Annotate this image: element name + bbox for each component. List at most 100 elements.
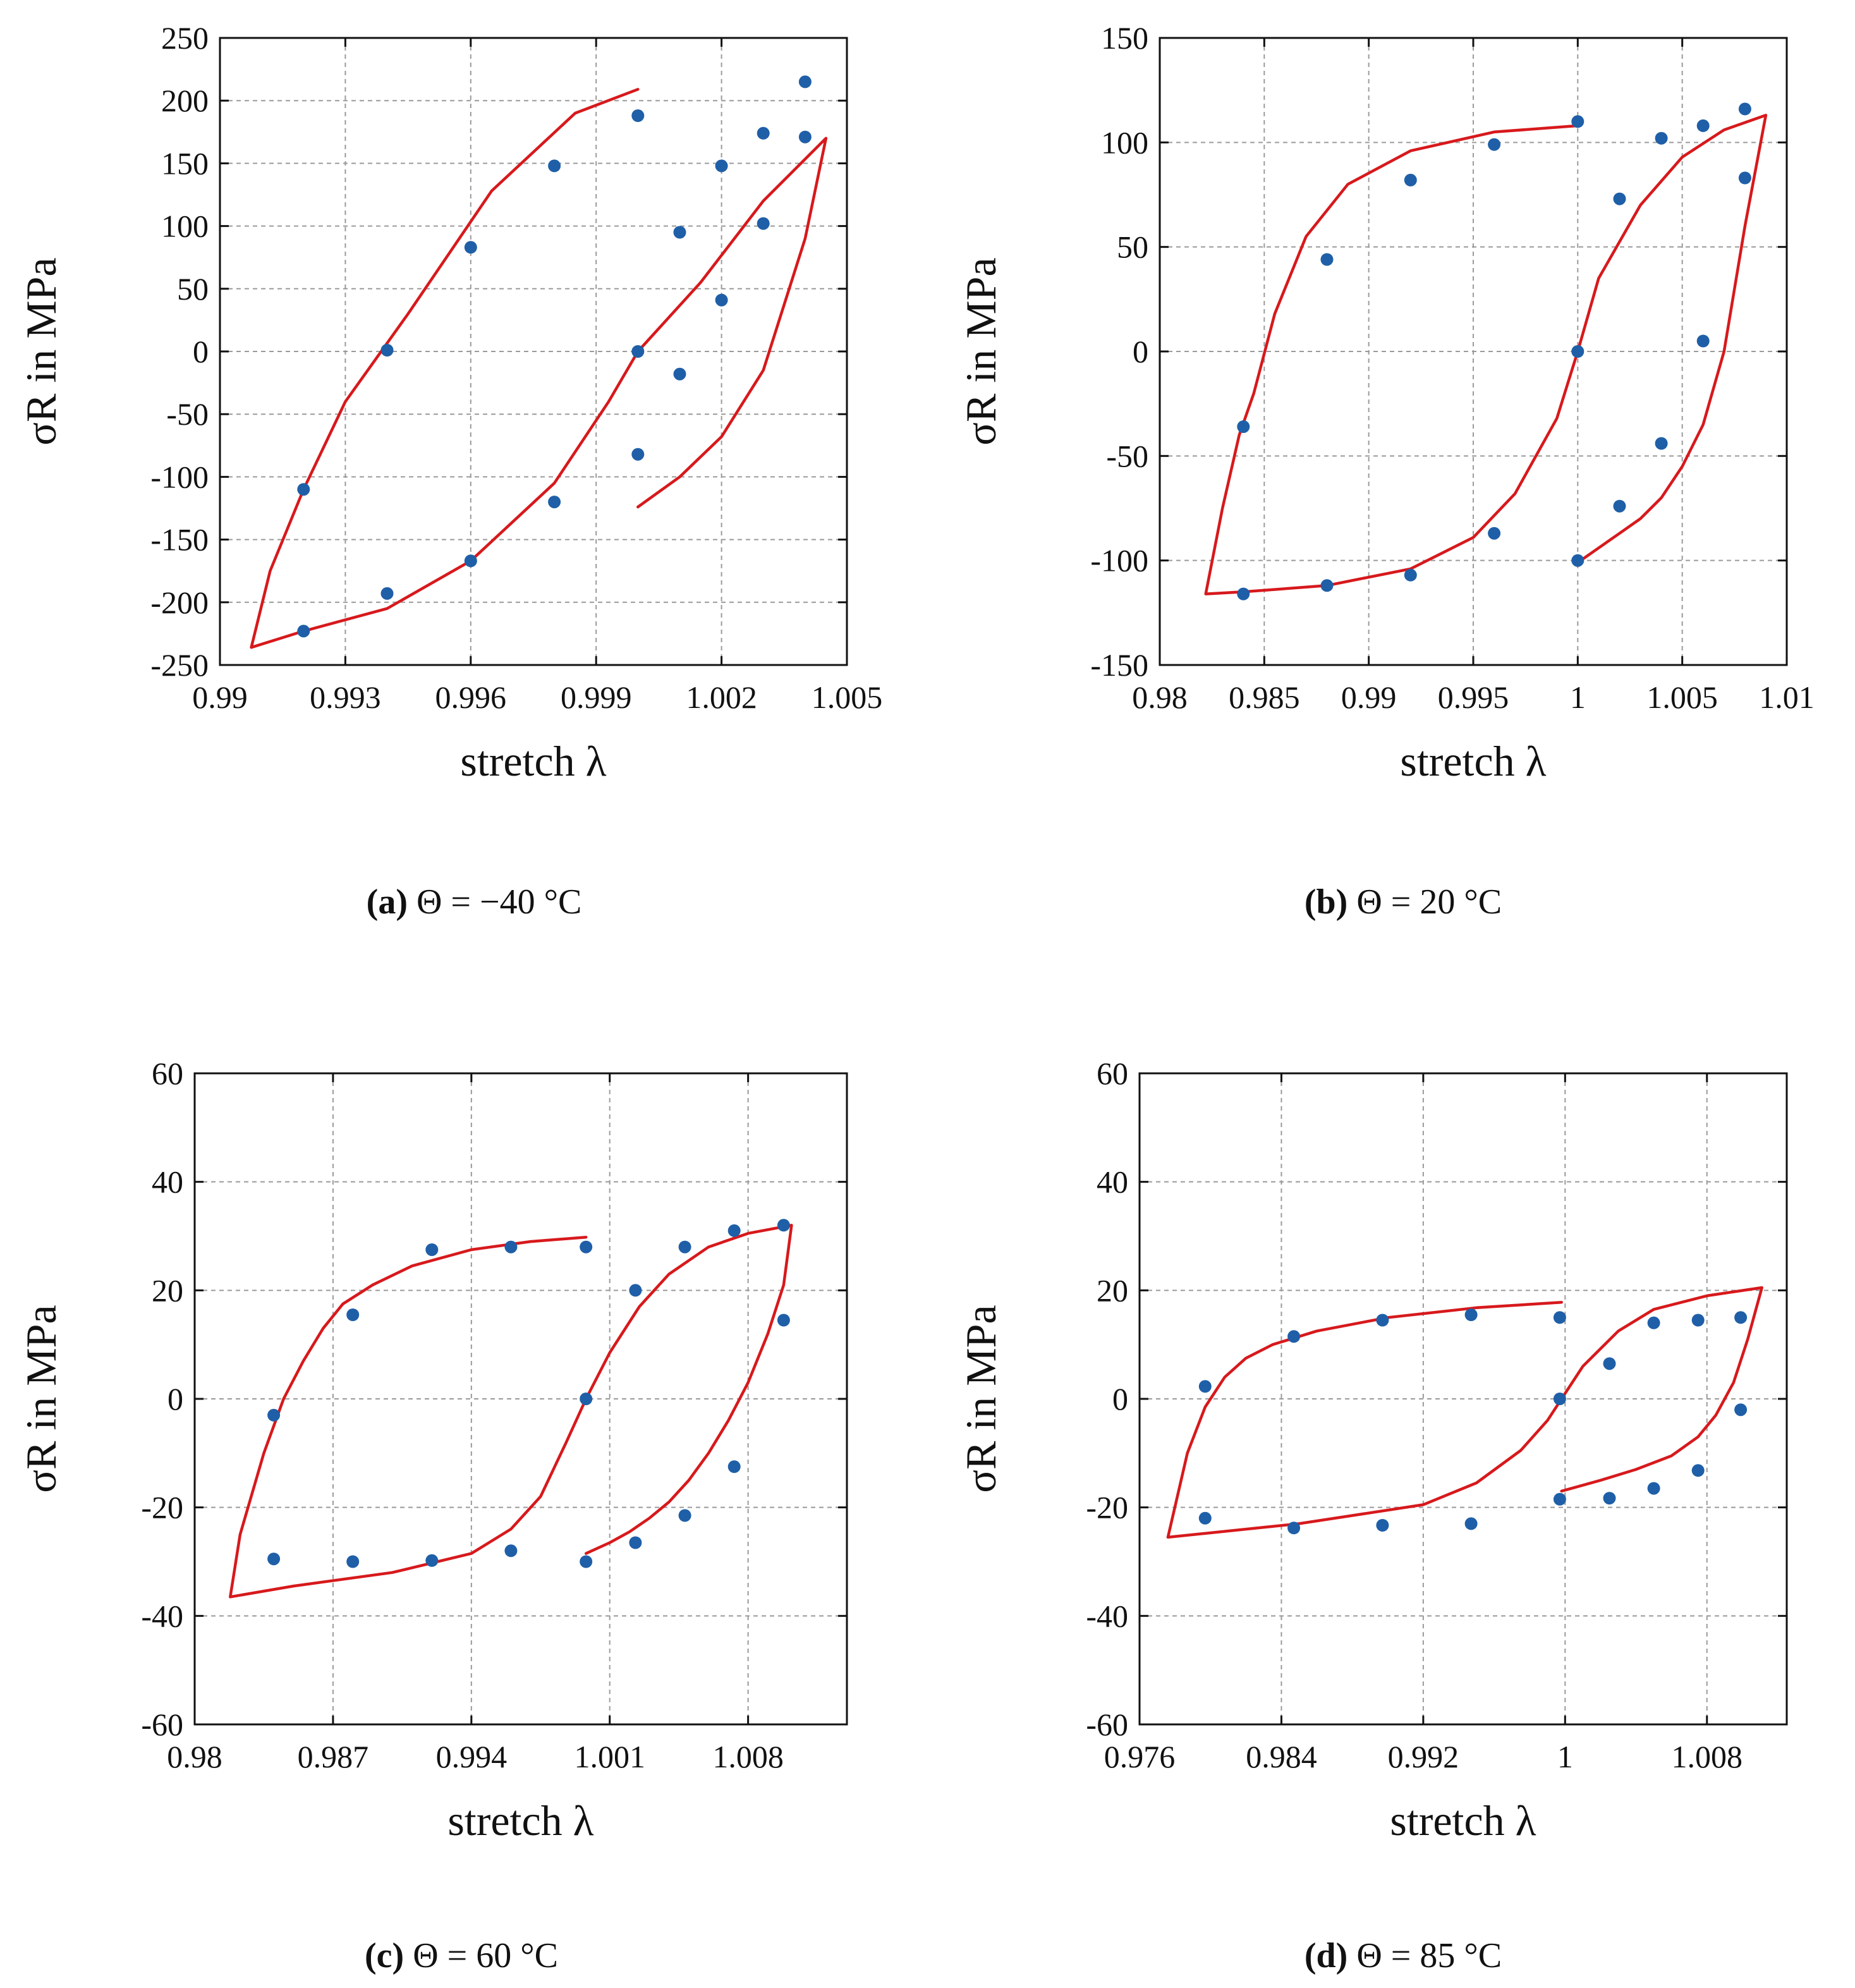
data-point	[380, 344, 394, 357]
data-point	[1320, 579, 1334, 592]
data-point	[267, 1552, 281, 1566]
model-curve	[1166, 1286, 1763, 1539]
data-point	[673, 226, 686, 239]
data-point	[1738, 171, 1751, 185]
data-point	[580, 1240, 593, 1253]
x-axis-label: stretch λ	[447, 1796, 593, 1845]
data-point	[678, 1240, 691, 1253]
y-tick-label: -20	[141, 1490, 183, 1525]
y-tick-label: 60	[1097, 1056, 1128, 1091]
data-point	[297, 483, 310, 496]
y-tick-label: -250	[150, 647, 209, 683]
y-axis-label: σR in MPa	[957, 257, 1005, 445]
caption-condition: Θ = 85 °C	[1347, 1936, 1502, 1975]
x-axis-label: stretch λ	[1400, 737, 1546, 785]
data-point	[1734, 1403, 1748, 1417]
x-tick-label: 0.976	[1104, 1739, 1176, 1774]
data-point	[1571, 554, 1584, 567]
caption-label: (b)	[1305, 882, 1347, 922]
y-tick-label: -50	[166, 396, 209, 432]
x-tick-label: 0.994	[436, 1739, 508, 1774]
data-point	[1287, 1521, 1301, 1535]
y-tick-label: 250	[161, 20, 209, 56]
model-curve	[1204, 114, 1768, 595]
data-point	[580, 1555, 593, 1568]
data-point	[425, 1554, 439, 1567]
data-point	[1647, 1316, 1660, 1329]
y-axis-label: σR in MPa	[17, 257, 65, 445]
data-point	[346, 1308, 360, 1321]
y-tick-label: -100	[1090, 543, 1148, 578]
data-point	[548, 496, 561, 509]
data-point	[1464, 1308, 1478, 1321]
data-point	[504, 1240, 518, 1253]
experiment-points	[297, 75, 812, 638]
data-point	[1376, 1314, 1389, 1327]
y-tick-label: 0	[1112, 1381, 1128, 1417]
data-point	[629, 1284, 642, 1297]
data-point	[1603, 1357, 1616, 1370]
y-tick-label: 20	[152, 1272, 183, 1308]
data-point	[1237, 420, 1250, 433]
y-axis-label: σR in MPa	[17, 1305, 65, 1492]
data-point	[798, 130, 812, 143]
caption-condition: Θ = −40 °C	[408, 882, 581, 922]
data-point	[727, 1224, 741, 1237]
data-point	[1404, 173, 1417, 186]
x-tick-label: 1.008	[1672, 1739, 1743, 1774]
chart-a: 0.99 0.993 0.996 0.999 1.002 1.005 -250 -200 -15…	[17, 20, 882, 922]
y-tick-label: 0	[167, 1381, 183, 1417]
data-point	[464, 554, 477, 568]
y-tick-label: 150	[161, 145, 209, 181]
gridlines	[1160, 38, 1787, 665]
data-point	[1571, 345, 1584, 358]
data-point	[1696, 334, 1710, 348]
data-point	[380, 587, 394, 600]
data-point	[1613, 192, 1626, 205]
x-tick-label: 0.984	[1246, 1739, 1317, 1774]
y-tick-label: 20	[1097, 1272, 1128, 1308]
data-point	[1553, 1393, 1566, 1405]
caption-condition: Θ = 60 °C	[404, 1936, 558, 1975]
y-tick-label: 0	[193, 334, 209, 369]
model-curve	[250, 88, 828, 649]
data-point	[715, 159, 728, 173]
y-tick-label: -20	[1086, 1490, 1128, 1525]
data-point	[1488, 527, 1501, 540]
x-tick-label: 0.98	[167, 1739, 222, 1774]
data-point	[504, 1544, 518, 1558]
data-point	[673, 367, 686, 381]
data-point	[580, 1393, 593, 1405]
data-point	[678, 1509, 691, 1522]
caption-condition: Θ = 20 °C	[1347, 882, 1502, 922]
data-point	[715, 293, 728, 307]
data-point	[1553, 1492, 1566, 1506]
x-tick-label: 0.98	[1132, 680, 1188, 715]
x-tick-label: 0.992	[1388, 1739, 1459, 1774]
x-axis-label: stretch λ	[1390, 1796, 1536, 1845]
data-point	[1691, 1464, 1705, 1477]
data-point	[1691, 1314, 1705, 1327]
data-point	[1553, 1311, 1566, 1324]
caption: (a) Θ = −40 °C	[367, 882, 582, 922]
model-curve	[229, 1224, 793, 1599]
data-point	[1647, 1482, 1660, 1495]
y-tick-label: 100	[1101, 125, 1148, 160]
x-tick-label: 1.005	[1646, 680, 1718, 715]
data-point	[1237, 587, 1250, 601]
data-point	[1696, 119, 1710, 132]
x-tick-label: 0.987	[298, 1739, 369, 1774]
x-tick-label: 0.995	[1438, 680, 1509, 715]
x-tick-label: 1.001	[574, 1739, 645, 1774]
data-point	[425, 1243, 439, 1256]
data-point	[629, 1536, 642, 1549]
data-point	[757, 217, 770, 230]
chart-b: 0.98 0.985 0.99 0.995 1 1.005 1.01 -150 -100 -50 0…	[957, 20, 1815, 922]
experiment-points	[1198, 1308, 1748, 1535]
caption-label: (c)	[365, 1936, 404, 1975]
data-point	[1198, 1380, 1212, 1393]
data-point	[1738, 102, 1751, 116]
data-point	[727, 1460, 741, 1473]
data-point	[1320, 253, 1334, 266]
